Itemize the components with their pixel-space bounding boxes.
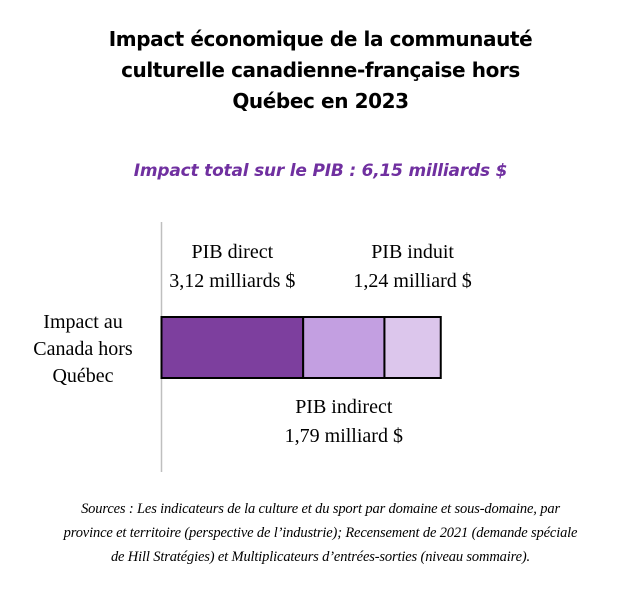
data-label-line: 1,24 milliard $	[353, 270, 471, 292]
bar-segments	[160, 316, 442, 379]
chart-title: Impact économique de la communauté cultu…	[60, 24, 581, 117]
data-label-pib-induit: PIB induit 1,24 milliard $	[353, 241, 471, 292]
category-label-line: Québec	[52, 365, 113, 387]
chart-title-line-3: Québec en 2023	[232, 89, 409, 113]
data-label-line: PIB induit	[371, 241, 454, 263]
sources-line-1: Sources : Les indicateurs de la culture …	[81, 501, 560, 517]
data-label-pib-direct: PIB direct 3,12 milliards $	[169, 241, 295, 292]
category-label-text: Impact au Canada hors Québec	[33, 311, 133, 387]
data-label-pib-indirect: PIB indirect 1,79 milliard $	[285, 396, 403, 447]
data-label-line: 1,79 milliard $	[285, 425, 403, 447]
data-label-line: 3,12 milliards $	[169, 270, 295, 292]
chart-title-line-1: Impact économique de la communauté	[108, 27, 533, 51]
bar-segment-pib-direct	[160, 316, 305, 379]
data-labels: PIB direct 3,12 milliards $ PIB indirect 1,…	[169, 241, 471, 447]
data-label-line: PIB direct	[192, 241, 274, 263]
category-label-line: Canada hors	[33, 338, 133, 360]
chart-title-line-2: culturelle canadienne-française hors	[121, 58, 520, 82]
bar-segment-pib-induit	[383, 316, 442, 379]
sources-line-3: de Hill Stratégies) et Multiplicateurs d…	[110, 549, 531, 565]
category-label: Impact au Canada hors Québec	[33, 311, 133, 387]
category-label-line: Impact au	[43, 311, 122, 333]
sources-line-2: province et territoire (perspective de l…	[63, 525, 578, 541]
chart-subtitle: Impact total sur le PIB : 6,15 milliards…	[133, 161, 508, 181]
sources-note: Sources : Les indicateurs de la culture …	[14, 497, 627, 569]
bar-segment-pib-indirect	[302, 316, 386, 379]
data-label-line: PIB indirect	[295, 396, 393, 418]
